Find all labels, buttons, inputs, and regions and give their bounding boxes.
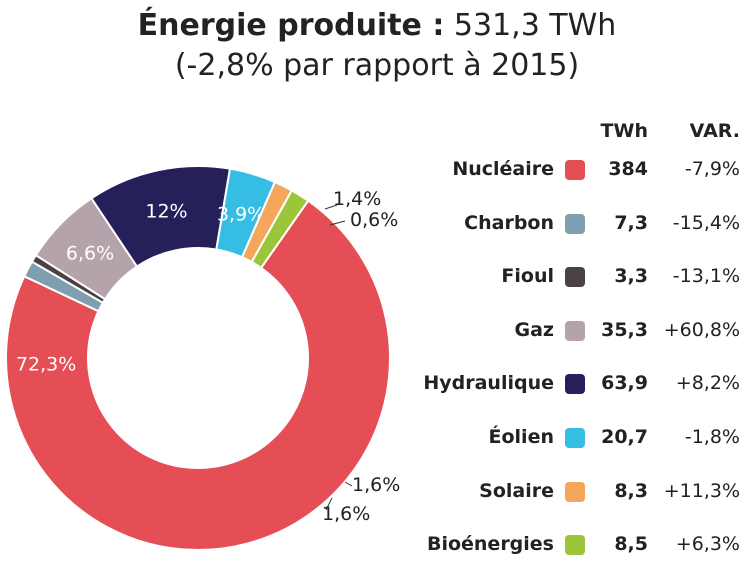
legend-swatch <box>565 374 585 395</box>
leader-line-bioenergies <box>325 497 333 511</box>
legend-row-fioul: Fioul 3,3 -13,1% <box>0 262 754 292</box>
legend-variation: +6,3% <box>675 533 740 556</box>
legend-twh-value: 7,3 <box>614 211 648 234</box>
legend-variation: +60,8% <box>663 318 740 341</box>
legend-swatch <box>565 428 585 448</box>
legend-variation: -7,9% <box>684 158 740 180</box>
slice-nucleaire <box>5 199 391 551</box>
legend-label: Charbon <box>464 211 554 234</box>
legend-twh-value: 20,7 <box>601 426 648 448</box>
chart-title: Énergie produite : 531,3 TWh <box>0 8 754 44</box>
legend-variation: +8,2% <box>675 372 740 395</box>
legend-row-charbon: Charbon 7,3 -15,4% <box>0 209 754 239</box>
legend-row-eolien: Éolien 20,7 -1,8% <box>0 423 754 453</box>
legend-header-twh: TWh <box>600 120 648 142</box>
legend-twh-value: 8,5 <box>614 533 648 556</box>
slice-bioenergies <box>250 189 310 270</box>
legend-row-solaire: Solaire 8,3 +11,3% <box>0 477 754 507</box>
legend-variation: +11,3% <box>663 479 740 502</box>
legend-label: Nucléaire <box>452 158 554 180</box>
legend-twh-value: 8,3 <box>614 479 648 502</box>
legend-swatch <box>565 320 585 341</box>
legend-label: Éolien <box>488 426 554 448</box>
legend-row-nucleaire: Nucléaire 384 -7,9% <box>0 155 754 185</box>
legend-twh-value: 384 <box>608 158 648 180</box>
chart-title-bold: Énergie produite : <box>137 8 445 43</box>
slice-label-eolien: 3,9% <box>217 203 265 225</box>
slice-label-charbon: 1,4% <box>333 188 381 210</box>
legend-label: Hydraulique <box>423 372 554 395</box>
slice-label-bioenergies: 1,6% <box>322 503 370 525</box>
slice-label-hydraulique: 12% <box>145 200 187 222</box>
legend-twh-value: 3,3 <box>614 265 648 288</box>
legend-twh-value: 63,9 <box>601 372 648 395</box>
slice-label-fioul: 0,6% <box>350 209 398 231</box>
leader-line-fioul <box>329 220 346 226</box>
legend-swatch <box>565 481 585 502</box>
legend-swatch <box>565 267 585 288</box>
legend-variation: -15,4% <box>672 211 740 234</box>
slice-label-solaire: 1,6% <box>352 474 400 496</box>
legend-row-gaz: Gaz 35,3 +60,8% <box>0 316 754 346</box>
leader-line-solaire <box>344 481 353 487</box>
legend-label: Solaire <box>479 479 554 502</box>
legend-swatch <box>565 535 585 556</box>
legend-row-bioenergies: Bioénergies 8,5 +6,3% <box>0 530 754 560</box>
legend-swatch <box>565 213 585 234</box>
legend-label: Bioénergies <box>426 533 554 556</box>
legend-label: Gaz <box>514 318 554 341</box>
legend-variation: -1,8% <box>684 426 740 448</box>
chart-title-value: 531,3 TWh <box>453 8 617 43</box>
chart-subtitle: (-2,8% par rapport à 2015) <box>174 48 580 83</box>
legend-variation: -13,1% <box>672 265 740 288</box>
slice-label-nucleaire: 72,3% <box>16 353 76 375</box>
slice-label-gaz: 6,6% <box>66 243 114 265</box>
legend-label: Fioul <box>501 265 554 288</box>
legend-header-var: VAR. <box>689 120 740 142</box>
legend-row-hydraulique: Hydraulique 63,9 +8,2% <box>0 369 754 399</box>
legend-swatch <box>565 160 585 180</box>
leader-line-charbon <box>324 204 338 210</box>
legend-twh-value: 35,3 <box>601 318 648 341</box>
